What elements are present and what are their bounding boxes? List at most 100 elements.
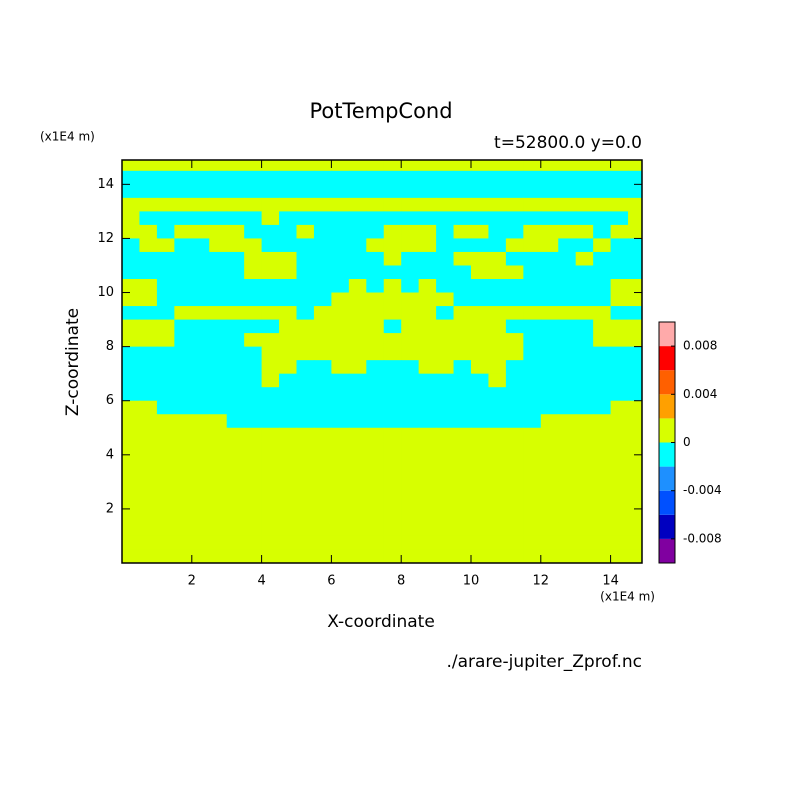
- contour-cell: [226, 373, 245, 388]
- contour-cell: [348, 387, 367, 402]
- contour-cell: [244, 292, 263, 307]
- contour-cell: [523, 346, 542, 361]
- contour-cell: [139, 265, 158, 280]
- contour-cell: [156, 279, 175, 294]
- contour-cell: [505, 549, 524, 563]
- contour-cell: [331, 387, 350, 402]
- contour-cell: [470, 360, 490, 375]
- contour-cell: [401, 400, 420, 415]
- contour-cell: [401, 468, 420, 483]
- contour-cell: [313, 495, 332, 510]
- contour-cell: [593, 373, 612, 388]
- contour-cell: [610, 251, 629, 267]
- contour-cell: [488, 468, 507, 483]
- contour-cell: [540, 306, 559, 321]
- contour-cell: [226, 292, 245, 307]
- contour-cell: [244, 319, 263, 334]
- contour-cell: [575, 184, 594, 199]
- contour-cell: [226, 535, 245, 551]
- contour-cell: [470, 279, 490, 294]
- contour-cell: [523, 387, 542, 402]
- contour-cell: [331, 224, 350, 240]
- contour-cell: [122, 495, 141, 510]
- contour-cell: [540, 427, 559, 442]
- contour-cell: [174, 211, 193, 226]
- contour-cell: [226, 481, 245, 496]
- contour-cell: [209, 279, 228, 294]
- contour-cell: [383, 468, 402, 483]
- contour-cell: [366, 346, 385, 361]
- contour-cell: [523, 224, 542, 240]
- contour-cell: [209, 306, 228, 321]
- contour-cell: [488, 522, 507, 537]
- contour-cell: [313, 346, 332, 361]
- contour-cell: [244, 414, 263, 429]
- contour-cell: [523, 414, 542, 429]
- contour-cell: [558, 265, 577, 280]
- contour-cell: [313, 414, 332, 429]
- contour-cell: [401, 522, 420, 537]
- contour-cell: [209, 319, 228, 334]
- contour-cell: [610, 238, 629, 253]
- contour-cell: [296, 454, 315, 469]
- contour-cell: [261, 292, 280, 307]
- contour-cell: [436, 400, 455, 415]
- contour-cell: [505, 387, 524, 402]
- contour-cell: [453, 522, 472, 537]
- colorbar-swatch: [659, 322, 675, 347]
- contour-cell: [156, 400, 175, 415]
- contour-cell: [122, 508, 141, 524]
- contour-cell: [191, 333, 210, 348]
- contour-cell: [313, 481, 332, 496]
- contour-cell: [540, 319, 559, 334]
- contour-cell: [122, 238, 141, 253]
- contour-cell: [244, 211, 263, 226]
- contour-cell: [156, 387, 175, 402]
- contour-cell: [558, 333, 577, 348]
- contour-cell: [401, 508, 420, 524]
- contour-cell: [558, 427, 577, 442]
- contour-cell: [139, 184, 158, 199]
- contour-cell: [279, 292, 298, 307]
- contour-cell: [558, 414, 577, 429]
- contour-cell: [331, 522, 350, 537]
- contour-cell: [156, 373, 175, 388]
- contour-cell: [558, 522, 577, 537]
- contour-cell: [593, 333, 612, 348]
- contour-cell: [331, 454, 350, 469]
- contour-cell: [540, 454, 559, 469]
- contour-cell: [558, 549, 577, 563]
- contour-cell: [540, 508, 559, 524]
- contour-cell: [488, 251, 507, 267]
- contour-cell: [401, 414, 420, 429]
- contour-cell: [401, 333, 420, 348]
- contour-cell: [436, 292, 455, 307]
- contour-cell: [296, 160, 315, 172]
- contour-cell: [366, 508, 385, 524]
- contour-cell: [331, 427, 350, 442]
- contour-cell: [209, 184, 228, 199]
- contour-cell: [296, 481, 315, 496]
- contour-cell: [191, 238, 210, 253]
- contour-cell: [331, 508, 350, 524]
- contour-cell: [453, 535, 472, 551]
- contour-cell: [505, 170, 524, 185]
- contour-cell: [383, 414, 402, 429]
- contour-cell: [575, 197, 594, 212]
- contour-cell: [261, 495, 280, 510]
- contour-cell: [418, 427, 437, 442]
- contour-cell: [628, 319, 642, 334]
- contour-cell: [436, 346, 455, 361]
- contour-cell: [348, 360, 367, 375]
- contour-cell: [244, 306, 263, 321]
- contour-cell: [505, 454, 524, 469]
- contour-cell: [575, 292, 594, 307]
- contour-cell: [156, 481, 175, 496]
- contour-cell: [628, 292, 642, 307]
- contour-cell: [470, 238, 490, 253]
- contour-cell: [209, 238, 228, 253]
- contour-cell: [505, 481, 524, 496]
- contour-cell: [348, 346, 367, 361]
- contour-cell: [540, 387, 559, 402]
- contour-cell: [209, 265, 228, 280]
